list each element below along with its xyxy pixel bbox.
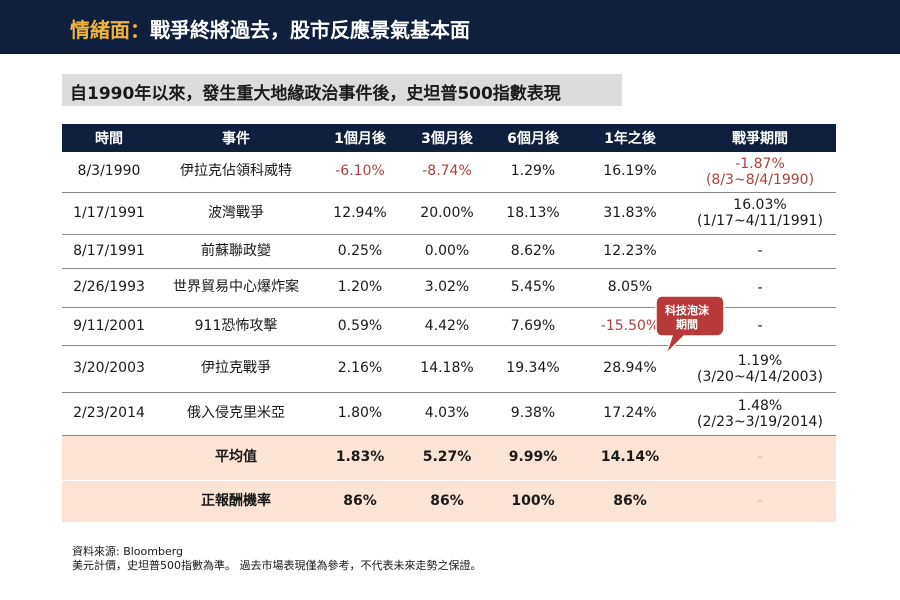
summary-3-month: 86% <box>404 480 490 523</box>
cell-1-month: 2.16% <box>316 345 404 393</box>
summary-war-period: - <box>684 480 836 523</box>
table-row: 8/3/1990 伊拉克佔領科威特 -6.10% -8.74% 1.29% 16… <box>62 152 836 193</box>
summary-3-month: 5.27% <box>404 435 490 481</box>
war-dates: (3/20~4/14/2003) <box>697 368 823 385</box>
cell-war-period: -1.87% (8/3~8/4/1990) <box>684 152 836 193</box>
cell-date: 8/17/1991 <box>62 234 156 269</box>
cell-1-year: 17.24% <box>576 392 684 436</box>
cell-war-period: 1.48% (2/23~3/19/2014) <box>684 392 836 436</box>
page-title: 情緒面：戰爭終將過去，股市反應景氣基本面 <box>70 14 470 43</box>
callout-bubble-shape <box>655 295 725 355</box>
cell-3-month: 4.42% <box>404 307 490 346</box>
cell-6-month: 7.69% <box>490 307 576 346</box>
cell-event: 世界貿易中心爆炸案 <box>156 268 316 308</box>
cell-6-month: 1.29% <box>490 152 576 193</box>
callout-line-1: 科技泡沫 <box>665 304 709 317</box>
summary-spacer <box>62 435 156 481</box>
cell-1-month: 1.20% <box>316 268 404 308</box>
cell-6-month: 18.13% <box>490 192 576 235</box>
cell-date: 2/23/2014 <box>62 392 156 436</box>
cell-date: 2/26/1993 <box>62 268 156 308</box>
cell-1-year: 31.83% <box>576 192 684 235</box>
col-header-1-month: 1個月後 <box>316 124 404 152</box>
col-header-war-period: 戰爭期間 <box>684 124 836 152</box>
summary-1-month: 1.83% <box>316 435 404 481</box>
cell-3-month: 14.18% <box>404 345 490 393</box>
col-header-3-month: 3個月後 <box>404 124 490 152</box>
cell-event: 波灣戰爭 <box>156 192 316 235</box>
header-bar: 情緒面：戰爭終將過去，股市反應景氣基本面 <box>0 0 900 54</box>
summary-row-average: 平均值 1.83% 5.27% 9.99% 14.14% - <box>62 435 836 481</box>
war-value: 1.48% <box>737 397 783 414</box>
cell-1-year: 12.23% <box>576 234 684 269</box>
table-subtitle: 自1990年以來，發生重大地緣政治事件後，史坦普500指數表現 <box>62 74 622 106</box>
footnote-source: 資料來源: Bloomberg <box>72 545 184 558</box>
summary-6-month: 9.99% <box>490 435 576 481</box>
summary-1-year: 14.14% <box>576 435 684 481</box>
summary-label: 平均值 <box>156 435 316 481</box>
table-row: 8/17/1991 前蘇聯政變 0.25% 0.00% 8.62% 12.23%… <box>62 234 836 269</box>
cell-3-month: 3.02% <box>404 268 490 308</box>
cell-war-period: 16.03% (1/17~4/11/1991) <box>684 192 836 235</box>
col-header-event: 事件 <box>156 124 316 152</box>
col-header-date: 時間 <box>62 124 156 152</box>
summary-spacer <box>62 480 156 523</box>
cell-1-month: 12.94% <box>316 192 404 235</box>
cell-1-year: 16.19% <box>576 152 684 193</box>
table-row: 9/11/2001 911恐怖攻擊 0.59% 4.42% 7.69% -15.… <box>62 307 836 346</box>
cell-1-month: 0.25% <box>316 234 404 269</box>
cell-event: 俄入侵克里米亞 <box>156 392 316 436</box>
cell-date: 3/20/2003 <box>62 345 156 393</box>
war-dates: (2/23~3/19/2014) <box>697 413 823 430</box>
title-text: 戰爭終將過去，股市反應景氣基本面 <box>150 18 470 42</box>
cell-1-month: 0.59% <box>316 307 404 346</box>
cell-3-month: 20.00% <box>404 192 490 235</box>
callout-bubble <box>655 295 725 355</box>
performance-table-container: 時間 事件 1個月後 3個月後 6個月後 1年之後 戰爭期間 8/3/1990 … <box>62 124 836 523</box>
footnote: 資料來源: Bloomberg 美元計價，史坦普500指數為準。 過去市場表現僅… <box>72 545 482 573</box>
war-dates: (8/3~8/4/1990) <box>705 171 815 188</box>
war-dates: (1/17~4/11/1991) <box>697 213 823 229</box>
summary-war-period: - <box>684 435 836 481</box>
callout-text: 科技泡沫 期間 <box>654 304 720 332</box>
table-header-row: 時間 事件 1個月後 3個月後 6個月後 1年之後 戰爭期間 <box>62 124 836 152</box>
summary-1-month: 86% <box>316 480 404 523</box>
cell-3-month: -8.74% <box>404 152 490 193</box>
cell-date: 9/11/2001 <box>62 307 156 346</box>
cell-war-period: - <box>684 234 836 269</box>
cell-1-month: 1.80% <box>316 392 404 436</box>
cell-1-month: -6.10% <box>316 152 404 193</box>
cell-6-month: 8.62% <box>490 234 576 269</box>
summary-1-year: 86% <box>576 480 684 523</box>
table-row: 3/20/2003 伊拉克戰爭 2.16% 14.18% 19.34% 28.9… <box>62 345 836 393</box>
cell-event: 伊拉克佔領科威特 <box>156 152 316 193</box>
footnote-disclaimer: 美元計價，史坦普500指數為準。 過去市場表現僅為參考，不代表未來走勢之保證。 <box>72 559 482 572</box>
cell-event: 伊拉克戰爭 <box>156 345 316 393</box>
cell-3-month: 4.03% <box>404 392 490 436</box>
cell-6-month: 5.45% <box>490 268 576 308</box>
col-header-1-year: 1年之後 <box>576 124 684 152</box>
summary-label: 正報酬機率 <box>156 480 316 523</box>
cell-war-period: 1.19% (3/20~4/14/2003) <box>684 345 836 393</box>
title-accent: 情緒面： <box>70 18 150 42</box>
table-row: 2/23/2014 俄入侵克里米亞 1.80% 4.03% 9.38% 17.2… <box>62 392 836 436</box>
summary-6-month: 100% <box>490 480 576 523</box>
cell-date: 1/17/1991 <box>62 192 156 235</box>
war-value: -1.87% <box>735 155 785 172</box>
cell-date: 8/3/1990 <box>62 152 156 193</box>
col-header-6-month: 6個月後 <box>490 124 576 152</box>
cell-3-month: 0.00% <box>404 234 490 269</box>
war-value: 16.03% <box>733 197 787 213</box>
cell-6-month: 19.34% <box>490 345 576 393</box>
cell-event: 前蘇聯政變 <box>156 234 316 269</box>
war-value: 1.19% <box>737 352 783 369</box>
callout-line-2: 期間 <box>676 318 698 331</box>
performance-table: 時間 事件 1個月後 3個月後 6個月後 1年之後 戰爭期間 8/3/1990 … <box>62 124 836 523</box>
cell-event: 911恐怖攻擊 <box>156 307 316 346</box>
table-row: 1/17/1991 波灣戰爭 12.94% 20.00% 18.13% 31.8… <box>62 192 836 235</box>
cell-6-month: 9.38% <box>490 392 576 436</box>
summary-row-positive-rate: 正報酬機率 86% 86% 100% 86% - <box>62 480 836 523</box>
